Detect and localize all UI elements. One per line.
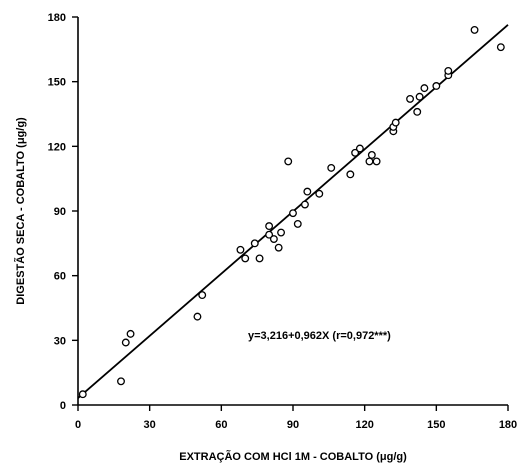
y-tick-label: 90 — [54, 206, 66, 218]
x-tick-label: 150 — [427, 419, 445, 431]
data-point — [372, 157, 381, 166]
data-point — [470, 25, 479, 34]
axes: 0 30 60 90 120 150 180 0 30 60 90 120 150 180 — [48, 12, 518, 431]
data-point — [293, 219, 302, 228]
data-point — [241, 254, 250, 263]
data-point — [250, 239, 259, 248]
data-points — [78, 25, 505, 399]
x-tick-label: 60 — [215, 419, 227, 431]
data-point — [300, 200, 309, 209]
x-tick-label: 120 — [355, 419, 373, 431]
data-point — [117, 377, 125, 386]
data-point — [289, 209, 297, 218]
y-axis-title: DIGESTÃO SECA - COBALTO (μg/g) — [14, 117, 27, 305]
data-point — [444, 66, 453, 75]
data-point — [346, 170, 355, 179]
x-tick-label: 90 — [287, 419, 299, 431]
data-point — [496, 43, 505, 52]
x-axis-title: EXTRAÇÃO COM HCl 1M - COBALTO (μg/g) — [179, 450, 407, 463]
data-point — [126, 329, 135, 338]
data-point — [78, 390, 87, 399]
data-point — [327, 163, 336, 172]
data-point — [367, 151, 376, 159]
data-point — [391, 118, 400, 127]
y-tick-label: 150 — [48, 77, 66, 89]
data-point — [193, 312, 202, 321]
data-point — [265, 222, 274, 231]
data-point — [121, 338, 130, 347]
data-point — [432, 82, 441, 90]
data-point — [274, 243, 283, 252]
x-tick-label: 180 — [499, 419, 517, 431]
y-tick-label: 30 — [54, 335, 66, 347]
y-tick-label: 120 — [48, 141, 66, 153]
data-point — [351, 148, 360, 157]
data-point — [255, 254, 264, 263]
data-point — [269, 235, 278, 243]
data-point — [415, 92, 424, 101]
data-point — [198, 291, 207, 300]
regression-equation: y=3,216+0,962X (r=0,972***) — [248, 330, 391, 342]
data-point — [315, 189, 324, 198]
x-tick-label: 30 — [144, 419, 156, 431]
y-tick-label: 60 — [54, 271, 66, 283]
data-point — [420, 84, 429, 93]
data-point — [236, 245, 245, 254]
data-point — [303, 187, 312, 196]
y-tick-label: 0 — [60, 400, 66, 412]
data-point — [355, 144, 364, 153]
data-point — [365, 157, 374, 166]
x-tick-label: 0 — [75, 419, 81, 431]
data-point — [265, 230, 274, 239]
data-point — [406, 94, 415, 103]
data-point — [277, 228, 286, 237]
data-point — [413, 107, 422, 116]
data-point — [284, 157, 293, 166]
y-tick-label: 180 — [48, 12, 66, 24]
